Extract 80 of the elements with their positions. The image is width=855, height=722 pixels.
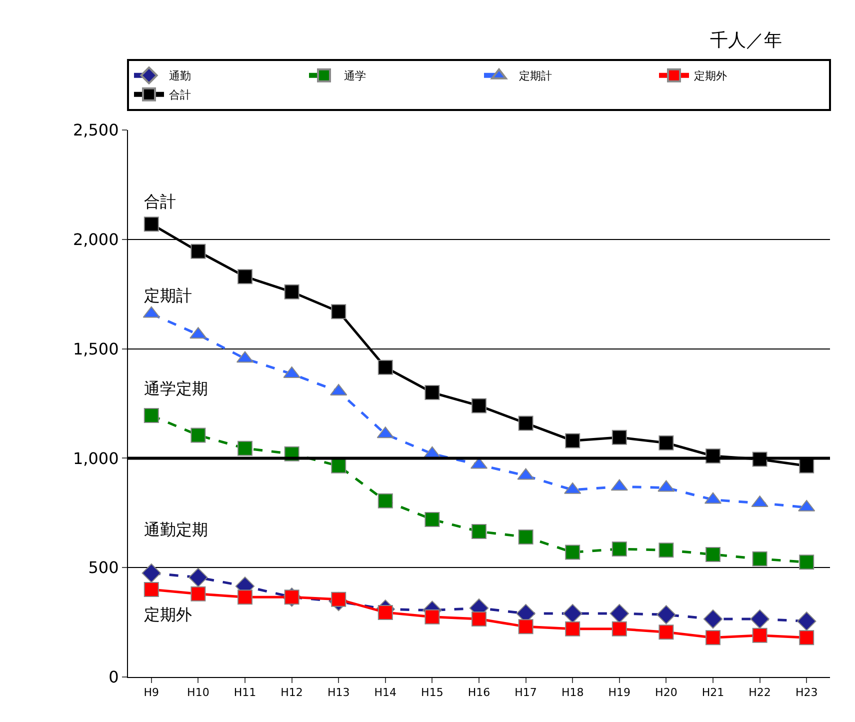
point (331, 458, 346, 474)
point (190, 428, 206, 443)
point (142, 563, 161, 583)
annotation: 通学定期 (144, 379, 208, 398)
annotation: 合計 (144, 192, 176, 211)
text: 千人／年 (710, 30, 782, 51)
y-tick-label: 2,500 (72, 120, 119, 140)
point (706, 546, 720, 562)
point (144, 408, 159, 424)
x-tick-label: H15 (421, 686, 444, 700)
point (565, 433, 580, 448)
point (797, 612, 816, 631)
x-tick-label: H23 (795, 686, 818, 700)
point (424, 512, 440, 527)
y-tick-label: 1,500 (72, 339, 119, 358)
point (378, 493, 393, 508)
point (656, 605, 676, 624)
point (563, 604, 582, 624)
point (750, 609, 770, 629)
point (144, 216, 159, 232)
x-tick-label: H17 (514, 686, 537, 700)
x-tick-label: H21 (702, 686, 724, 700)
point (612, 542, 627, 556)
point (706, 630, 720, 646)
annotation: 定期計 (144, 286, 192, 305)
point (658, 624, 674, 640)
point (799, 554, 814, 570)
x-tick-label: H16 (468, 686, 490, 700)
point (518, 619, 534, 634)
x-tick-label: H11 (234, 686, 256, 700)
point (565, 544, 580, 560)
legend-label: 定期計 (519, 70, 552, 83)
point (565, 621, 580, 636)
point (658, 435, 674, 450)
point (703, 609, 723, 629)
point (190, 586, 206, 602)
y-tick-label: 500 (88, 558, 119, 578)
point (799, 458, 814, 474)
x-tick-label: H12 (280, 686, 303, 700)
annotation: 定期外 (144, 605, 192, 624)
point (658, 542, 674, 558)
point (190, 244, 206, 259)
x-tick-label: H19 (608, 686, 631, 700)
point (378, 360, 393, 375)
point (612, 621, 627, 636)
x-tick-label: H9 (144, 686, 160, 700)
x-tick-label: H10 (187, 686, 210, 700)
point (238, 440, 252, 456)
x-tick-label: H22 (748, 686, 771, 700)
point (331, 304, 346, 320)
y-tick-label: 0 (108, 668, 119, 687)
y-tick-label: 1,000 (72, 448, 119, 468)
point (472, 612, 486, 627)
legend-label: 合計 (169, 88, 191, 102)
point (284, 284, 300, 300)
x-tick-label: H20 (655, 686, 678, 700)
point (472, 524, 486, 539)
point (424, 385, 440, 400)
point (610, 604, 629, 624)
legend-label: 定期外 (694, 70, 727, 83)
point (752, 551, 768, 566)
point (424, 609, 440, 624)
point (518, 416, 534, 431)
point (472, 398, 486, 414)
legend-label: 通勤 (169, 70, 191, 83)
point (238, 590, 252, 605)
y-tick-label: 2,000 (72, 230, 119, 249)
point (518, 529, 534, 544)
point (752, 628, 768, 643)
point (799, 630, 814, 646)
point (188, 568, 208, 588)
x-tick-label: H18 (561, 686, 584, 700)
point (144, 582, 159, 597)
point (378, 604, 393, 620)
point (612, 430, 627, 445)
legend-label: 通学 (344, 70, 366, 83)
point (238, 269, 252, 284)
x-tick-label: H14 (374, 686, 397, 700)
x-tick-label: H13 (327, 686, 350, 700)
annotation: 通勤定期 (144, 520, 208, 539)
